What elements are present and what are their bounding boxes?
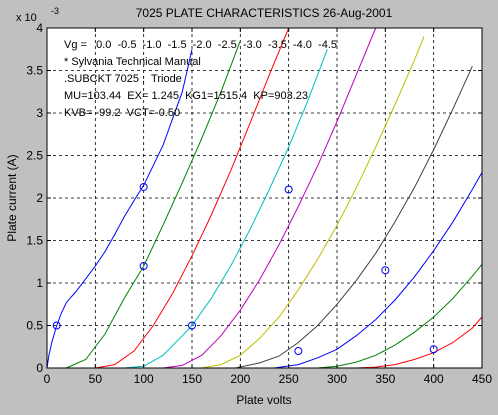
annotation-line-3: MU=103.44 EX= 1.245 KG1=1515.4 KP=903.23	[64, 90, 308, 102]
x-tick-label: 250	[279, 372, 299, 386]
x-tick-label: 400	[424, 372, 444, 386]
y-tick-label: 3.5	[26, 64, 43, 78]
y-tick-label: 1.5	[26, 234, 43, 248]
x-tick-label: 350	[375, 372, 395, 386]
y-tick-label: 1	[36, 276, 43, 290]
x-tick-label: 200	[230, 372, 250, 386]
series-line-0	[46, 49, 193, 369]
y-tick-label: 4	[36, 21, 43, 35]
annotation-line-1: * Sylvania Technical Manual	[64, 56, 201, 68]
annotation-line-2: .SUBCKT 7025 ; Triode	[64, 73, 182, 85]
series-line-3	[124, 49, 328, 369]
y-axis-label: Plate current (A)	[5, 154, 19, 241]
annotation-line-4: KVB= -99.2 VCT=-0.50	[64, 107, 180, 119]
y-tick-label: 0.5	[26, 319, 43, 333]
y-tick-label: 0	[36, 361, 43, 375]
y-exponent-power: -3	[51, 6, 59, 16]
marker-point-4	[284, 185, 293, 194]
series-line-9	[356, 316, 483, 369]
series-line-6	[235, 66, 473, 369]
ticks: 0 50 100 150 200 250 300 350 400 450 0 0.5 1 1.5 2 2.5 3…	[26, 21, 492, 386]
series-line-4	[162, 27, 377, 369]
x-tick-label: 150	[182, 372, 202, 386]
marker-point-3	[188, 321, 196, 330]
marker-point-2	[139, 262, 148, 270]
markers	[52, 182, 438, 355]
y-tick-label: 2.5	[26, 149, 43, 163]
annotation-line-0: Vg = 0.0 -0.5 -1.0 -1.5 -2.0 -2.5 -3.0 -…	[64, 39, 337, 51]
chart-title: 7025 PLATE CHARACTERISTICS 26-Aug-2001	[136, 6, 393, 20]
series-line-2	[95, 27, 290, 369]
marker-point-0	[52, 321, 61, 330]
series-line-8	[317, 263, 483, 369]
curves	[46, 27, 483, 369]
y-exponent-label: x 10	[16, 12, 37, 24]
marker-point-6	[381, 266, 390, 275]
marker-point-1	[139, 182, 148, 191]
x-tick-label: 0	[44, 372, 51, 386]
x-tick-label: 50	[89, 372, 103, 386]
x-axis-label: Plate volts	[236, 393, 291, 407]
marker-point-7	[429, 345, 438, 354]
y-tick-label: 3	[36, 106, 43, 120]
series-line-7	[274, 172, 483, 369]
y-tick-label: 2	[36, 191, 43, 205]
x-tick-label: 300	[327, 372, 347, 386]
annotations: Vg = 0.0 -0.5 -1.0 -1.5 -2.0 -2.5 -3.0 -…	[64, 39, 337, 119]
marker-point-5	[294, 347, 303, 355]
x-tick-label: 100	[134, 372, 154, 386]
series-line-1	[66, 40, 241, 369]
x-tick-label: 450	[472, 372, 492, 386]
series-line-5	[201, 36, 425, 369]
